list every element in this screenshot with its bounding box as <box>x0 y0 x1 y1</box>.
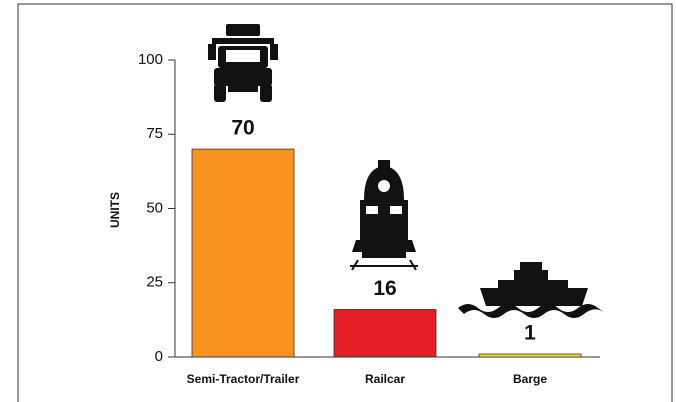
y-tick-label: 0 <box>155 348 163 365</box>
truck-icon <box>208 24 278 102</box>
y-axis-label: UNITS <box>108 192 122 228</box>
y-tick-label: 75 <box>146 125 163 142</box>
value-label: 16 <box>373 277 396 300</box>
barge-icon <box>458 262 604 318</box>
train-icon <box>350 160 418 271</box>
y-tick-label: 100 <box>138 51 163 68</box>
x-tick-label: Semi-Tractor/Trailer <box>187 372 300 386</box>
value-label: 1 <box>524 322 536 345</box>
bar <box>333 309 437 358</box>
bar <box>191 148 295 358</box>
frame <box>17 3 673 402</box>
y-tick-label: 50 <box>146 199 163 216</box>
value-label: 70 <box>231 117 254 140</box>
x-tick-label: Railcar <box>365 372 405 386</box>
bar <box>478 353 582 358</box>
y-tick-label: 25 <box>146 274 163 291</box>
x-tick-label: Barge <box>513 372 547 386</box>
